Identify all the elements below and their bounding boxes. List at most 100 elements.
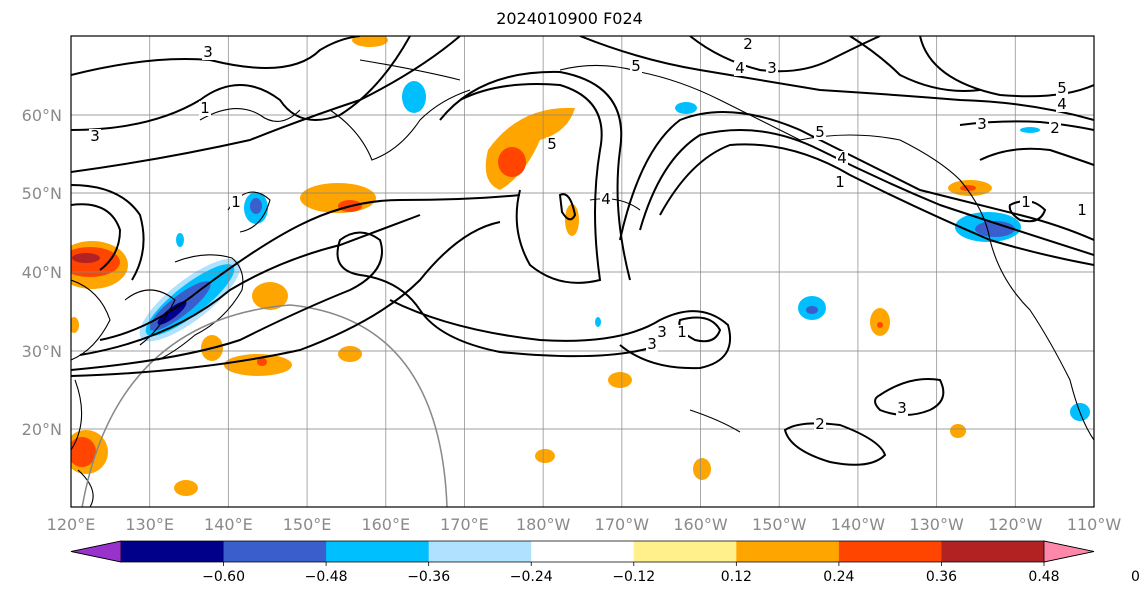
contour-label-background: [202, 45, 214, 60]
colorbar-tick-label: −0.36: [407, 569, 450, 585]
longitude-label: 110°W: [1067, 515, 1122, 534]
contour-label-background: [89, 129, 101, 144]
contour-label-background: [546, 137, 558, 152]
kamchatka-siberia-coastline: [199, 59, 471, 161]
contour-line: [71, 36, 411, 131]
contour-line: [579, 36, 1094, 121]
negative-anomaly-region: [402, 81, 426, 113]
contour-line: [71, 231, 651, 371]
contour-label-background: [1056, 81, 1068, 96]
colorbar-segment: [531, 541, 635, 562]
negative-anomaly-region: [250, 198, 262, 214]
contour-label: 4: [735, 59, 745, 77]
contour-line: [919, 36, 1094, 98]
longitude-label: 180°W: [516, 515, 571, 534]
positive-anomaly-region: [565, 204, 579, 236]
colorbar-segment: [633, 541, 737, 562]
north-america-coastline: [559, 64, 1094, 441]
contour-label: 3: [647, 335, 657, 353]
contour-label: 3: [977, 115, 987, 133]
contour-line: [389, 299, 732, 370]
contour-label: 2: [815, 415, 825, 433]
contour-label: 3: [203, 43, 213, 61]
colorbar-tick-label: −0.48: [305, 569, 348, 585]
contour-line: [71, 203, 122, 271]
contour-label-background: [630, 59, 642, 74]
positive-anomaly-region: [485, 107, 575, 190]
contour-label: 3: [897, 399, 907, 417]
longitude-label: 160°E: [361, 515, 410, 534]
contour-label: 5: [631, 57, 641, 75]
range-circle: [81, 304, 448, 507]
contour-label-background: [834, 175, 846, 190]
contour-label-background: [766, 61, 778, 76]
colorbar-segment: [428, 541, 532, 562]
colorbar-segment: [1043, 540, 1095, 563]
contour-label-background: [896, 401, 908, 416]
colorbar-tick-label: −0.60: [202, 569, 245, 585]
contour-line: [459, 83, 603, 284]
contour-label: 1: [1021, 193, 1031, 211]
contour-label-background: [1056, 97, 1068, 112]
contour-line: [689, 36, 881, 73]
positive-anomaly-region: [498, 147, 526, 177]
contour-line: [558, 193, 577, 221]
contour-line: [874, 378, 945, 416]
contour-label-background: [742, 37, 754, 52]
negative-anomaly-region: [157, 301, 187, 325]
contour-label-background: [1076, 203, 1088, 218]
colorbar-segment: [838, 541, 942, 562]
colorbar-segment: [736, 541, 840, 562]
colorbar-segment: [121, 541, 225, 562]
longitude-label: 130°E: [125, 515, 174, 534]
latitude-labels: 60°N 50°N 40°N 30°N 20°N: [22, 106, 62, 439]
contour-label-background: [600, 192, 612, 207]
positive-anomaly-region: [693, 458, 711, 480]
negative-anomaly-region: [675, 102, 697, 114]
contour-label-background: [199, 101, 211, 116]
negative-anomaly-region: [595, 317, 601, 327]
contour-label: 1: [677, 323, 687, 341]
longitude-label: 120°W: [988, 515, 1043, 534]
contour-label: 5: [1057, 79, 1067, 97]
contour-label-background: [734, 61, 746, 76]
negative-anomaly-region: [806, 306, 818, 314]
colorbar: −0.60 −0.48 −0.36 −0.24 −0.12 0.12 0.24 0.36 0.4…: [70, 540, 1139, 585]
contour-label-background: [230, 195, 242, 210]
longitude-label: 160°W: [673, 515, 728, 534]
latitude-label: 30°N: [22, 342, 62, 361]
latitude-label: 20°N: [22, 420, 62, 439]
contour-line: [979, 147, 1094, 166]
contour-label: 1: [231, 193, 241, 211]
latitude-label: 50°N: [22, 184, 62, 203]
longitude-labels: 120°E 130°E 140°E 150°E 160°E 170°E 180°W 170°W…: [47, 515, 1122, 534]
contour-label: 3: [767, 59, 777, 77]
contour-label-background: [814, 417, 826, 432]
positive-anomaly-region: [174, 480, 198, 496]
positive-anomaly-region: [71, 317, 79, 333]
contour-line: [71, 221, 501, 377]
positive-anomaly-region: [71, 437, 96, 467]
colorbar-tick-label: 0.12: [721, 569, 752, 585]
contour-label-background: [976, 117, 988, 132]
longitude-label: 130°W: [909, 515, 964, 534]
contour-line: [783, 422, 887, 466]
longitude-label: 140°W: [831, 515, 886, 534]
longitude-label: 150°W: [752, 515, 807, 534]
contour-label: 3: [657, 323, 667, 341]
contour-label: 5: [547, 135, 557, 153]
latitude-label: 40°N: [22, 263, 62, 282]
contour-line: [71, 36, 461, 173]
negative-anomaly-region: [1020, 127, 1040, 133]
longitude-label: 170°E: [440, 515, 489, 534]
map-frame: [70, 35, 1095, 508]
colorbar-tick-label: 0.36: [926, 569, 957, 585]
positive-anomaly-region: [257, 358, 267, 366]
longitude-label: 140°E: [204, 515, 253, 534]
contour-line: [79, 214, 421, 356]
contour-line: [619, 111, 1094, 241]
contour-line: [71, 184, 145, 281]
contour-label-background: [656, 325, 668, 340]
